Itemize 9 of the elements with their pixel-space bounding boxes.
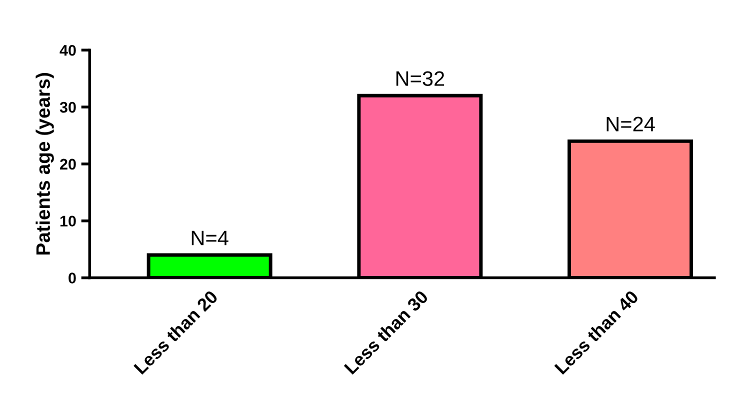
y-axis-title: Patients age (years) bbox=[36, 73, 54, 254]
data-label: N=24 bbox=[606, 116, 655, 132]
y-tick-label: 10 bbox=[60, 216, 76, 227]
y-tick-label: 0 bbox=[68, 272, 76, 284]
data-label: N=32 bbox=[396, 71, 444, 86]
data-label: N=4 bbox=[192, 230, 228, 246]
y-tick-label: 20 bbox=[60, 158, 76, 170]
y-tick-label: 40 bbox=[60, 44, 76, 56]
y-tick-label: 30 bbox=[60, 102, 76, 113]
